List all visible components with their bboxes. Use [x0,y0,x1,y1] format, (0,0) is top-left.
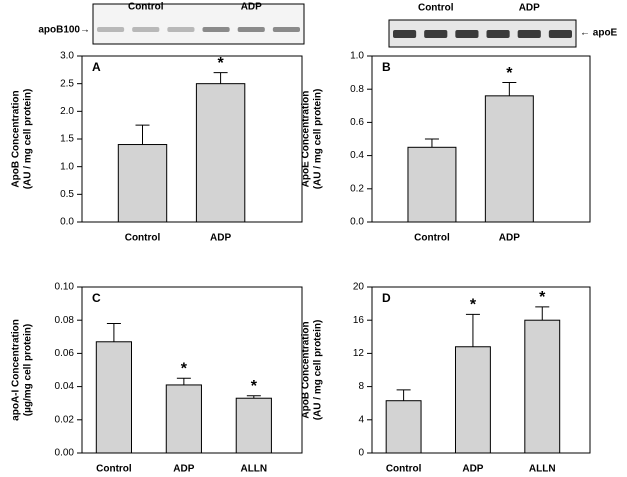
bar [454,346,491,454]
x-tick-label: Control [125,233,161,244]
x-tick-label: ADP [499,233,520,244]
x-tick-label: ADP [173,464,194,475]
y-tick-label: 20 [353,282,365,293]
error-bar [106,323,121,342]
y-axis-label: (µg/mg cell protein) [23,324,34,416]
blot-band [455,30,479,38]
y-axis-label: (AU / mg cell protein) [313,320,324,421]
y-tick-label: 12 [353,348,365,359]
x-tick-label: ALLN [240,464,267,475]
x-tick-label: Control [414,233,450,244]
y-tick-label: 0.6 [350,117,364,128]
y-tick-label: 0.0 [350,217,364,228]
y-axis-label: (AU / mg cell protein) [23,89,34,190]
y-tick-label: 0.06 [55,348,75,359]
bar [117,144,168,223]
x-tick-label: Control [386,464,422,475]
plot-frame [371,55,591,223]
blot-band [272,27,300,32]
blot-band [202,27,230,32]
y-tick-label: 3.0 [60,51,74,62]
y-tick-label: 0.02 [55,414,75,425]
blot-band [393,30,417,38]
blot-lane-label: ADP [241,2,262,13]
y-tick-label: 0.08 [55,315,75,326]
significance-mark: * [539,289,546,306]
bar [524,319,561,454]
error-bar [246,395,261,399]
error-bar [502,82,517,96]
bar [407,146,457,223]
y-tick-label: 1.5 [60,134,74,145]
blot-label: apoB100→ [38,25,90,36]
significance-mark: * [506,65,513,82]
y-axis-label: apoA-I Concentration [11,319,22,421]
y-tick-label: 0.00 [55,448,75,459]
significance-mark: * [251,378,258,395]
y-tick-label: 0 [358,448,364,459]
bar [95,341,133,454]
bar [235,397,272,454]
bar [385,400,422,454]
y-tick-label: 16 [353,315,365,326]
error-bar [396,389,411,401]
significance-mark: * [181,361,188,378]
blot-band [237,27,265,32]
panel-label: C [92,291,101,305]
blot-lane-label: Control [418,3,454,14]
y-axis-label: ApoE Concentration [301,91,312,188]
error-bar [176,377,191,385]
blot-lane-label: Control [128,2,164,13]
y-tick-label: 1.0 [60,161,74,172]
y-axis-label: ApoB Concentration [11,90,22,187]
y-tick-label: 0.04 [55,381,75,392]
error-bar [135,124,150,145]
plot-frame [371,286,591,454]
blot-image [92,3,305,45]
x-tick-label: ADP [210,233,231,244]
y-tick-label: 4 [358,414,364,425]
y-tick-label: 8 [358,381,364,392]
blot-band [132,27,160,32]
blot-band [97,27,125,32]
y-tick-label: 0.0 [60,217,74,228]
blot-label: ← apoE [580,28,618,39]
x-tick-label: ADP [462,464,483,475]
blot-band [548,30,572,38]
x-tick-label: ALLN [529,464,556,475]
significance-mark: * [470,297,477,314]
bar [195,83,246,223]
y-axis-label: (AU / mg cell protein) [313,89,324,190]
panel-label: B [382,60,391,74]
error-bar [535,306,550,321]
significance-mark: * [217,55,224,72]
y-tick-label: 2.0 [60,106,74,117]
blot-band [167,27,195,32]
error-bar [213,72,228,84]
panel-label: A [92,60,101,74]
blot-band [424,30,448,38]
bar [165,384,202,454]
panel-label: D [382,291,391,305]
bar [484,95,534,223]
error-bar [465,313,480,347]
plot-frame [81,286,303,454]
blot-band [486,30,510,38]
y-tick-label: 0.8 [350,84,364,95]
y-tick-label: 0.5 [60,189,74,200]
y-tick-label: 0.4 [350,150,364,161]
y-tick-label: 1.0 [350,51,364,62]
y-axis-label: ApoB Concentration [301,321,312,418]
y-tick-label: 2.5 [60,78,74,89]
y-tick-label: 0.10 [55,282,75,293]
y-tick-label: 0.2 [350,183,364,194]
x-tick-label: Control [96,464,132,475]
error-bar [424,138,439,148]
plot-frame [81,55,303,223]
blot-image [388,19,577,48]
blot-band [517,30,541,38]
blot-lane-label: ADP [519,3,540,14]
